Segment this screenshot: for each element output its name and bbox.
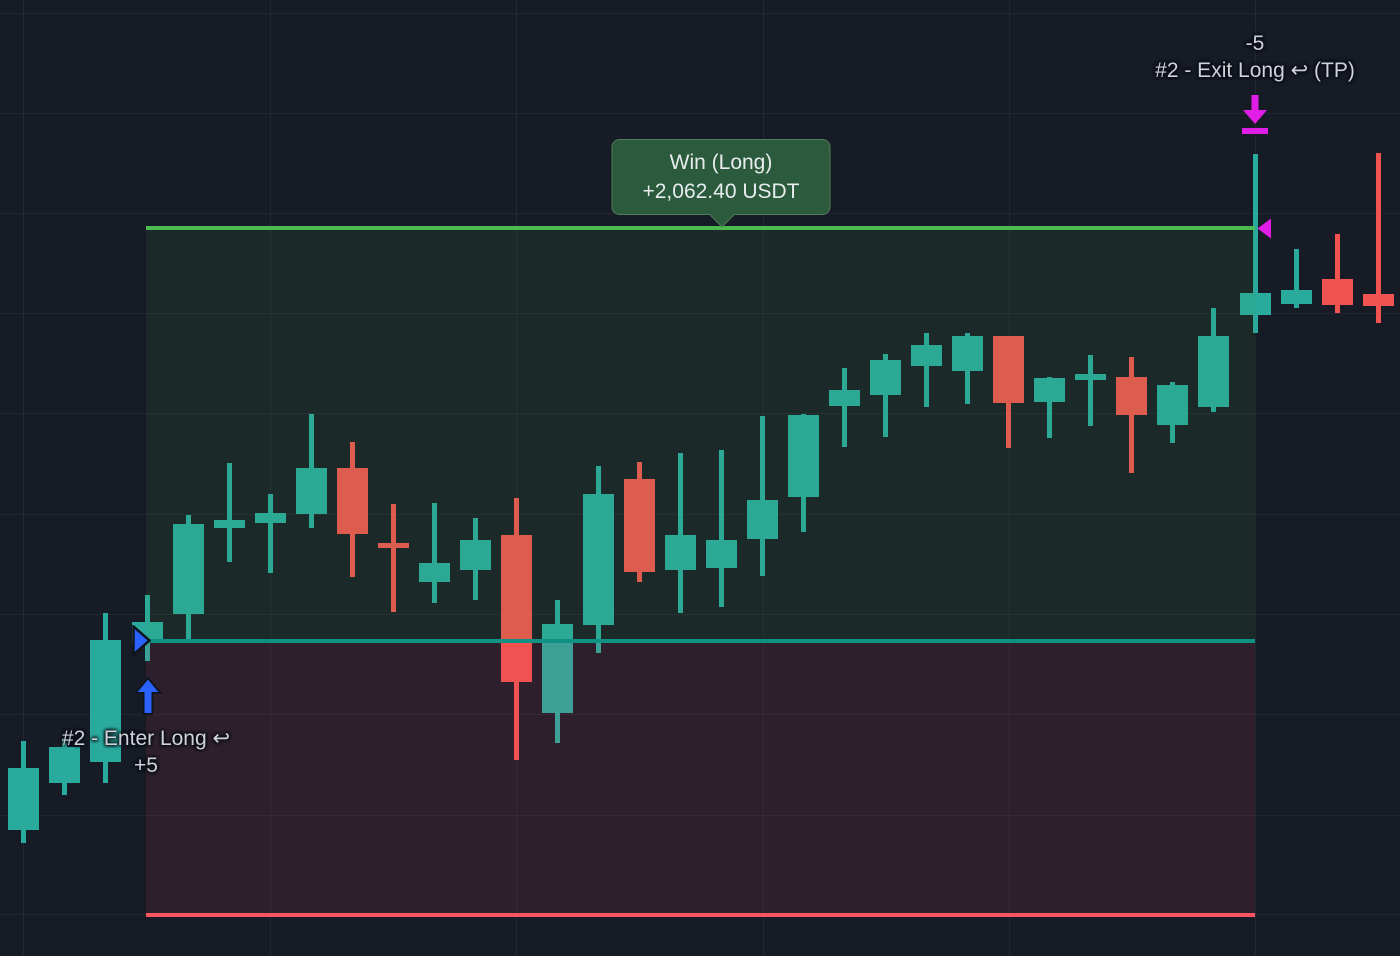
candle-wick [678, 453, 683, 613]
candle-body [870, 360, 901, 395]
candle-wick [268, 494, 273, 573]
candle-body [952, 336, 983, 371]
take-profit-line[interactable] [146, 226, 1255, 230]
candle-body [460, 540, 491, 570]
candle-body [829, 390, 860, 406]
candle-body [665, 535, 696, 570]
candle-body [8, 768, 39, 830]
candle-body [1157, 385, 1188, 425]
exit-long-arrow-icon [1242, 95, 1268, 134]
candle-body [1281, 290, 1312, 304]
candle-wick [432, 503, 437, 603]
candle-wick [1088, 355, 1093, 426]
grid-line [0, 714, 1400, 715]
exit-long-label-line1: #2 - Exit Long ↩ (TP) [1155, 59, 1355, 82]
grid-line [23, 0, 24, 956]
grid-line [0, 413, 1400, 414]
exit-long-qty: -5 [1245, 32, 1265, 55]
candle-wick [227, 463, 232, 562]
candle-wick [719, 450, 724, 607]
candle-body [296, 468, 327, 514]
candle-wick [1294, 249, 1299, 308]
candle-body [788, 415, 819, 497]
candle-body [501, 535, 532, 682]
candle-body [90, 640, 121, 762]
entry-price-line[interactable] [146, 639, 1255, 643]
grid-line [270, 0, 271, 956]
candle-body [255, 513, 286, 523]
grid-line [516, 0, 517, 956]
grid-line [1255, 0, 1256, 956]
loss-zone [146, 641, 1255, 915]
candle-wick [924, 333, 929, 407]
candle-body [747, 500, 778, 539]
profit-zone [146, 228, 1255, 641]
candle-body [337, 468, 368, 534]
entry-marker-triangle-icon [132, 625, 151, 656]
candle-wick [1335, 234, 1340, 313]
enter-long-qty: +5 [134, 754, 158, 777]
enter-long-label-line1: #2 - Enter Long ↩ [61, 727, 231, 750]
grid-line [0, 313, 1400, 314]
tp-marker-triangle-icon [1257, 218, 1271, 239]
stop-loss-line[interactable] [146, 913, 1255, 917]
candle-body [583, 494, 614, 625]
candle-wick [760, 416, 765, 576]
candle-body [1034, 378, 1065, 402]
candle-body [706, 540, 737, 568]
candle-wick [1253, 154, 1258, 333]
candle-body [624, 479, 655, 572]
grid-line [0, 514, 1400, 515]
candle-body [378, 543, 409, 548]
grid-line [0, 13, 1400, 14]
candle-wick [391, 504, 396, 612]
candle-body [173, 524, 204, 614]
win-result-title: Win (Long) [669, 151, 773, 174]
grid-line [1009, 0, 1010, 956]
enter-long-arrow-icon [134, 677, 162, 715]
candle-body [1363, 294, 1394, 306]
candle-wick [842, 368, 847, 447]
candle-body [214, 520, 245, 528]
candle-body [993, 336, 1024, 403]
candle-body [1116, 377, 1147, 415]
grid-line [0, 113, 1400, 114]
win-result-tooltip: Win (Long) +2,062.40 USDT [611, 139, 831, 228]
candle-body [419, 563, 450, 582]
grid-line [0, 614, 1400, 615]
candle-body [1075, 374, 1106, 380]
candle-wick [1047, 377, 1052, 438]
win-result-amount: +2,062.40 USDT [642, 180, 800, 203]
grid-line [0, 815, 1400, 816]
exit-long-label: -5 #2 - Exit Long ↩ (TP) [1155, 30, 1355, 84]
candle-body [1240, 293, 1271, 315]
enter-long-label: #2 - Enter Long ↩ +5 [62, 725, 230, 779]
candle-wick [1129, 357, 1134, 473]
candle-wick [1376, 153, 1381, 323]
candle-body [49, 747, 80, 783]
candle-body [1322, 279, 1353, 305]
candle-body [1198, 336, 1229, 407]
candle-body [911, 345, 942, 366]
candle-body [542, 624, 573, 713]
candle-wick [883, 354, 888, 437]
